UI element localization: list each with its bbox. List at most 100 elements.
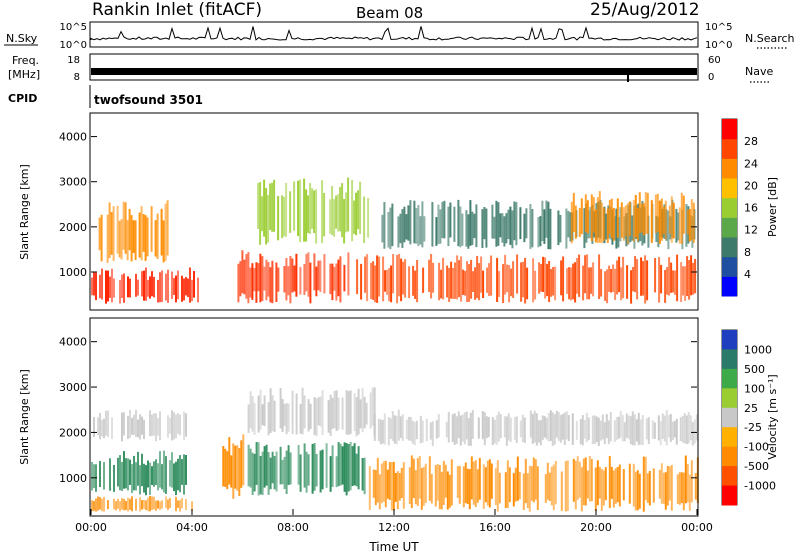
band-4-strip: [458, 260, 461, 298]
band-4-strip: [476, 255, 479, 299]
band-6-strip: [576, 456, 579, 500]
band-1-strip: [93, 464, 95, 489]
band-3-strip: [351, 179, 354, 242]
band-4-strip: [470, 259, 473, 299]
band-6-strip: [610, 466, 613, 499]
band-6-strip: [508, 467, 511, 503]
band-3-strip: [359, 181, 362, 234]
band-0-strip: [167, 269, 169, 303]
band-3-strip: [238, 448, 241, 496]
band-3-strip: [277, 196, 280, 241]
band-7-strip: [647, 417, 650, 445]
band-4-strip: [303, 443, 306, 488]
band-0-strip: [151, 271, 153, 297]
band-5-strip: [353, 393, 356, 431]
band-0-strip: [99, 413, 101, 440]
band-2-strip: [117, 498, 119, 509]
band-6-strip: [402, 462, 405, 509]
band-6-strip: [552, 464, 555, 511]
band-6-strip: [678, 472, 681, 505]
band-7-strip: [681, 415, 684, 443]
band-4-strip: [269, 457, 272, 490]
band-7-strip: [493, 419, 496, 444]
band-3-strip: [321, 180, 324, 244]
band-1-strip: [165, 456, 167, 494]
band-4-strip: [670, 262, 673, 293]
band-7-strip: [593, 415, 596, 444]
band-5-strip: [369, 392, 372, 429]
band-7-strip: [621, 415, 624, 442]
band-6-strip: [586, 200, 589, 234]
band-1-strip: [160, 208, 163, 256]
band-7-strip: [481, 411, 484, 440]
colorbar-segment: [722, 407, 737, 428]
band-2-strip: [103, 496, 105, 512]
band-6-strip: [444, 464, 447, 498]
band-5-strip: [525, 208, 528, 239]
band-5-strip: [505, 213, 508, 244]
band-1-strip: [133, 455, 135, 491]
band-0-strip: [129, 278, 131, 298]
band-3-strip: [269, 183, 272, 230]
band-7-strip: [483, 412, 486, 446]
band-6-strip: [420, 468, 423, 510]
band-6-strip: [442, 460, 445, 505]
band-3-strip: [230, 455, 233, 488]
band-3-strip: [257, 183, 260, 229]
band-4-strip: [608, 265, 611, 292]
band-5-strip: [513, 201, 516, 241]
band-4-strip: [464, 270, 467, 296]
band-1-strip: [140, 206, 143, 261]
band-0-strip: [177, 413, 179, 434]
band-7-strip: [543, 416, 546, 438]
band-6-strip: [400, 467, 403, 498]
colorbar-segment: [722, 466, 737, 486]
band-6-strip: [658, 469, 661, 499]
band-4-strip: [360, 263, 363, 300]
band-7-strip: [461, 414, 464, 442]
band-3-strip: [261, 196, 264, 232]
band-5-strip: [443, 200, 446, 239]
band-6-strip: [638, 473, 641, 509]
colorbar-tick-label: -500: [744, 460, 769, 473]
band-3-strip: [357, 190, 360, 230]
band-4-strip: [404, 259, 407, 298]
band-4-strip: [538, 262, 541, 294]
band-4-strip: [680, 262, 683, 302]
band-4-strip: [676, 254, 679, 302]
band-3-strip: [234, 445, 237, 489]
band-4-strip: [686, 256, 689, 297]
band-7-strip: [421, 420, 424, 443]
band-6-strip: [690, 460, 693, 503]
band-7-strip: [675, 418, 678, 445]
band-7-strip: [579, 419, 582, 445]
band-6-strip: [422, 466, 425, 506]
band-3-strip: [226, 451, 229, 490]
band-7-strip: [435, 420, 438, 439]
band-1-strip: [99, 461, 101, 487]
band-6-strip: [628, 201, 631, 236]
band-4-strip: [622, 256, 625, 299]
band-4-strip: [357, 446, 360, 490]
band-2-strip: [253, 268, 256, 292]
band-2-strip: [295, 253, 298, 297]
band-0-strip: [129, 410, 131, 438]
band-4-strip: [488, 263, 491, 297]
band-0-strip: [135, 409, 137, 437]
colorbar-segment: [722, 138, 737, 159]
band-4-strip: [486, 267, 489, 293]
band-3-strip: [341, 183, 344, 238]
band-6-strip: [580, 467, 583, 512]
xtick-label: 04:00: [176, 521, 208, 534]
band-6-strip: [584, 194, 587, 233]
band-5-strip: [295, 393, 298, 435]
colorbar-tick-label: 4: [744, 268, 751, 281]
band-6-strip: [632, 463, 635, 507]
ytick-label: 4000: [59, 131, 87, 144]
band-4-strip: [255, 442, 258, 485]
band-7-strip: [671, 421, 674, 440]
band-5-strip: [251, 396, 254, 432]
band-4-strip: [339, 443, 342, 486]
band-0-strip: [131, 417, 133, 435]
